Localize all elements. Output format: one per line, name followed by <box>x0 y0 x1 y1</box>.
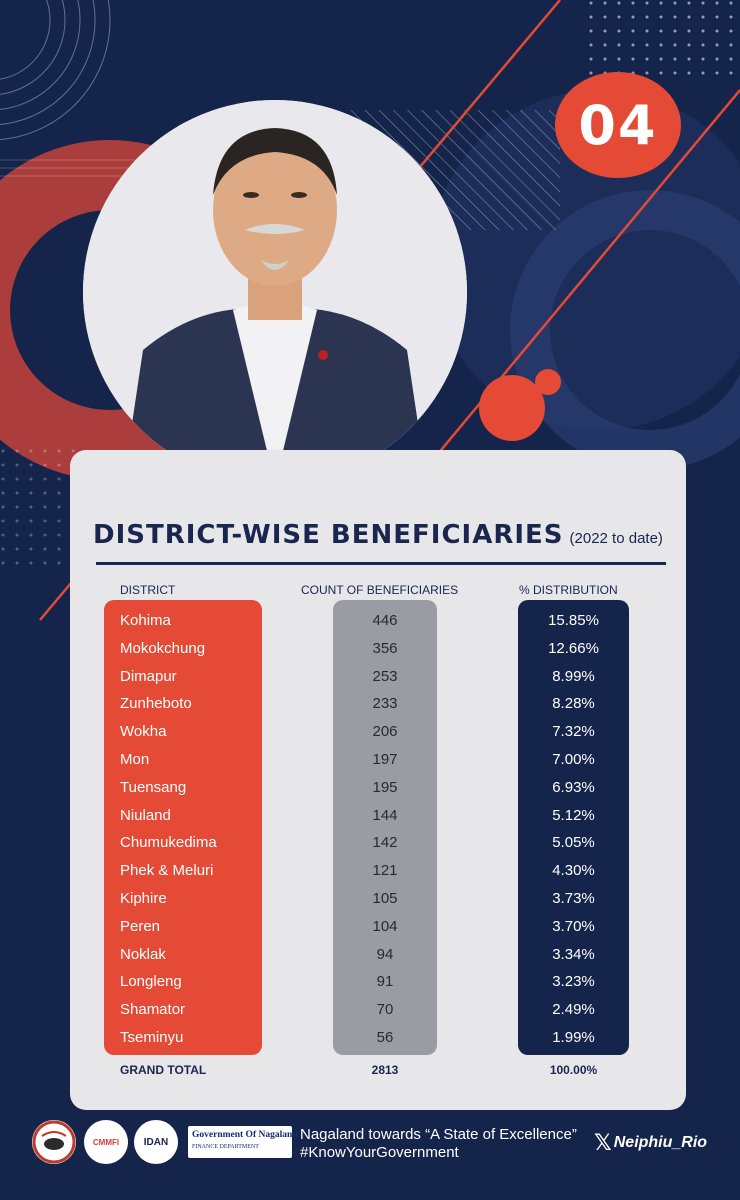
idan-logo-text: IDAN <box>143 1136 169 1148</box>
table-body: Kohima 446 15.85% Mokokchung 356 12.66% Dimapu… <box>0 607 740 1052</box>
idan-logo: IDAN <box>134 1120 178 1164</box>
count-cell: 233 <box>372 695 398 713</box>
district-cell: Kiphire <box>120 889 167 907</box>
table-row: Niuland 144 5.12% <box>0 802 740 830</box>
percent-cell: 7.32% <box>552 723 595 741</box>
district-cell: Niuland <box>120 806 171 824</box>
title-underline <box>96 562 666 565</box>
count-cell: 56 <box>376 1028 394 1046</box>
x-handle[interactable]: 𝕏 Neiphiu_Rio <box>594 1130 707 1156</box>
district-cell: Longleng <box>120 973 182 991</box>
x-logo-icon: 𝕏 <box>594 1130 612 1155</box>
percent-cell: 3.70% <box>552 917 595 935</box>
state-emblem-logo <box>32 1120 76 1164</box>
district-cell: Tuensang <box>120 778 187 796</box>
count-cell: 104 <box>372 917 398 935</box>
count-column-bg <box>333 600 437 1055</box>
district-cell: Noklak <box>120 945 166 963</box>
count-cell: 70 <box>376 1001 394 1019</box>
table-row: Tuensang 195 6.93% <box>0 774 740 802</box>
table-row: Shamator 70 2.49% <box>0 996 740 1024</box>
district-cell: Zunheboto <box>120 695 192 713</box>
government-logo: Government Of Nagaland FINANCE DEPARTMEN… <box>188 1126 298 1158</box>
table-row: Peren 104 3.70% <box>0 913 740 941</box>
total-count: 2813 <box>371 1063 399 1077</box>
cmmfi-logo-text: CMMFI <box>92 1137 120 1147</box>
header-district: DISTRICT <box>120 583 176 597</box>
page-subtitle: (2022 to date) <box>569 530 663 547</box>
total-label: GRAND TOTAL <box>120 1063 207 1077</box>
slogan-line2: #KnowYourGovernment <box>300 1144 459 1161</box>
page-title: DISTRICT-WISE BENEFICIARIES <box>93 520 564 550</box>
count-cell: 91 <box>376 973 394 991</box>
table-row: Tseminyu 56 1.99% <box>0 1024 740 1052</box>
count-cell: 253 <box>372 667 398 685</box>
count-cell: 94 <box>376 945 394 963</box>
table-row: Kiphire 105 3.73% <box>0 885 740 913</box>
table-row: Phek & Meluri 121 4.30% <box>0 857 740 885</box>
district-cell: Kohima <box>120 612 171 629</box>
percent-cell: 5.12% <box>552 806 595 824</box>
count-cell: 446 <box>372 612 398 629</box>
percent-cell: 12.66% <box>548 639 599 657</box>
count-cell: 197 <box>372 750 398 768</box>
count-cell: 105 <box>372 889 398 907</box>
percent-cell: 3.34% <box>552 945 595 963</box>
count-cell: 195 <box>372 778 398 796</box>
title-row: DISTRICT-WISE BENEFICIARIES (2022 to dat… <box>93 520 683 560</box>
percent-column-bg <box>518 600 629 1055</box>
district-cell: Phek & Meluri <box>120 862 214 880</box>
percent-cell: 4.30% <box>552 862 595 880</box>
district-cell: Wokha <box>120 723 167 741</box>
count-cell: 144 <box>372 806 398 824</box>
total-percent: 100.00% <box>549 1063 598 1077</box>
percent-cell: 7.00% <box>552 750 595 768</box>
header-count: COUNT OF BENEFICIARIES <box>301 583 459 597</box>
table-row: Mon 197 7.00% <box>0 746 740 774</box>
district-cell: Mon <box>120 750 150 768</box>
district-cell: Chumukedima <box>120 834 217 852</box>
table-row: Noklak 94 3.34% <box>0 941 740 969</box>
slogan-line1: Nagaland towards “A State of Excellence” <box>300 1126 577 1143</box>
x-handle-text: Neiphiu_Rio <box>613 1134 708 1151</box>
percent-cell: 6.93% <box>552 778 595 796</box>
district-column-bg <box>104 600 262 1055</box>
gov-main-text: Government Of Nagaland <box>192 1130 298 1140</box>
slogan: Nagaland towards “A State of Excellence”… <box>300 1126 577 1162</box>
grand-total-row: GRAND TOTAL 2813 100.00% <box>0 1063 740 1079</box>
district-cell: Mokokchung <box>120 639 206 657</box>
percent-cell: 3.23% <box>552 973 595 991</box>
count-cell: 356 <box>372 639 398 657</box>
percent-cell: 1.99% <box>552 1028 595 1046</box>
district-cell: Dimapur <box>120 667 177 685</box>
district-cell: Tseminyu <box>120 1028 184 1046</box>
table-row: Wokha 206 7.32% <box>0 718 740 746</box>
number-badge: 04 <box>555 72 681 178</box>
table-row: Dimapur 253 8.99% <box>0 663 740 691</box>
percent-cell: 8.28% <box>552 695 595 713</box>
percent-cell: 3.73% <box>552 889 595 907</box>
table-row: Zunheboto 233 8.28% <box>0 690 740 718</box>
gov-sub-text: FINANCE DEPARTMENT <box>192 1144 259 1150</box>
count-cell: 121 <box>372 862 398 880</box>
count-cell: 142 <box>372 834 398 852</box>
district-cell: Peren <box>120 917 161 935</box>
portrait-photo <box>83 100 467 484</box>
district-cell: Shamator <box>120 1001 186 1019</box>
table-row: Chumukedima 142 5.05% <box>0 829 740 857</box>
percent-cell: 2.49% <box>552 1001 595 1019</box>
table-row: Kohima 446 15.85% <box>0 607 740 635</box>
footer: CMMFI IDAN Government Of Nagaland FINANC… <box>0 1112 740 1192</box>
percent-cell: 8.99% <box>552 667 595 685</box>
percent-cell: 5.05% <box>552 834 595 852</box>
header-percent: % DISTRIBUTION <box>519 583 618 597</box>
table-row: Mokokchung 356 12.66% <box>0 635 740 663</box>
cmmfi-logo: CMMFI <box>84 1120 128 1164</box>
percent-cell: 15.85% <box>548 612 599 629</box>
table-row: Longleng 91 3.23% <box>0 968 740 996</box>
count-cell: 206 <box>372 723 398 741</box>
